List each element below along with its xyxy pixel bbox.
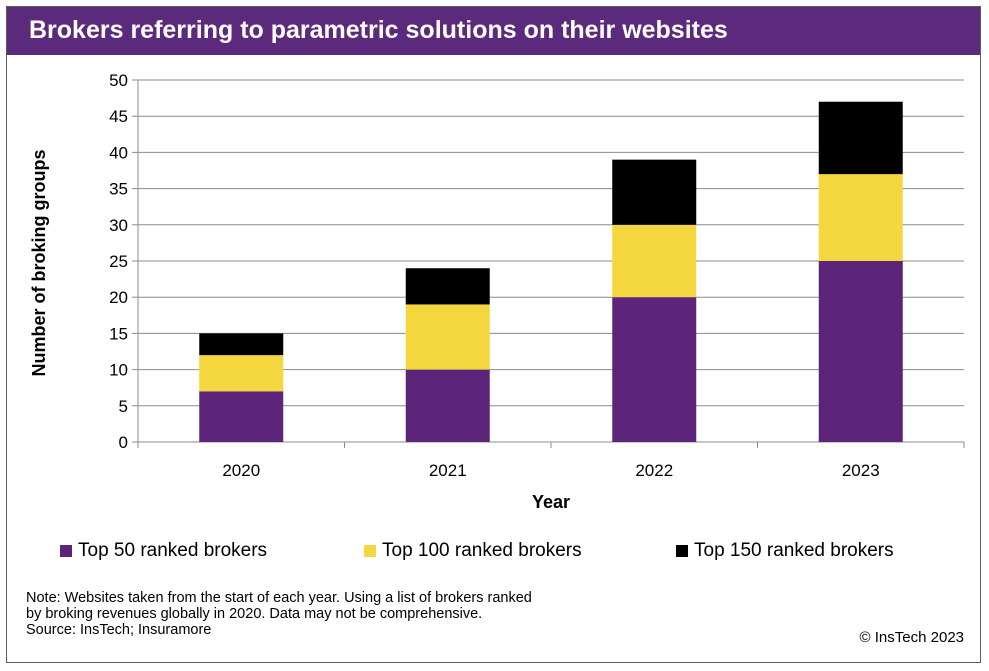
y-tick-label-40: 40: [109, 143, 128, 162]
x-tick-label-2023: 2023: [842, 461, 880, 480]
chart-frame: [6, 6, 981, 663]
bar-2023-series-2: [818, 101, 903, 175]
y-tick-label-15: 15: [109, 324, 128, 343]
legend-item-top150: Top 150 ranked brokers: [676, 540, 894, 562]
y-tick-label-30: 30: [109, 216, 128, 235]
legend-swatch-top100: [364, 545, 376, 557]
bar-2020-series-2: [199, 333, 284, 356]
title-bar: Brokers referring to parametric solution…: [7, 7, 980, 55]
bar-2022-series-0: [612, 297, 697, 442]
x-axis-title: Year: [532, 492, 570, 512]
footnote-line-1: Note: Websites taken from the start of e…: [26, 590, 532, 606]
y-axis-title: Number of broking groups: [29, 150, 49, 377]
y-tick-label-0: 0: [119, 433, 128, 452]
legend-swatch-top50: [60, 545, 72, 557]
x-tick-label-2021: 2021: [429, 461, 467, 480]
bar-2020-series-0: [199, 391, 284, 442]
legend-label-top100: Top 100 ranked brokers: [382, 540, 582, 561]
x-tick-label-2022: 2022: [635, 461, 673, 480]
legend-swatch-top150: [676, 545, 688, 557]
footnote-line-3: Source: InsTech; Insuramore: [26, 622, 212, 638]
legend-item-top100: Top 100 ranked brokers: [364, 540, 582, 562]
footnote-line-2: by broking revenues globally in 2020. Da…: [26, 606, 483, 622]
y-tick-label-25: 25: [109, 252, 128, 271]
footnote: Note: Websites taken from the start of e…: [26, 590, 532, 638]
x-tick-label-2020: 2020: [222, 461, 260, 480]
bar-2022-series-1: [612, 224, 697, 298]
bar-2022-series-2: [612, 159, 697, 225]
bar-2020-series-1: [199, 355, 284, 392]
legend-label-top50: Top 50 ranked brokers: [78, 540, 268, 561]
bar-2021-series-2: [405, 268, 490, 305]
y-tick-label-5: 5: [119, 397, 128, 416]
y-tick-label-10: 10: [109, 361, 128, 380]
bar-2023-series-1: [818, 174, 903, 261]
y-tick-label-45: 45: [109, 107, 128, 126]
copyright: © InsTech 2023: [859, 629, 964, 646]
legend-item-top50: Top 50 ranked brokers: [60, 540, 267, 562]
bar-2023-series-0: [818, 261, 903, 442]
y-tick-label-20: 20: [109, 288, 128, 307]
legend-label-top150: Top 150 ranked brokers: [694, 540, 894, 561]
y-tick-label-50: 50: [109, 71, 128, 90]
bar-2021-series-0: [405, 369, 490, 442]
y-tick-label-35: 35: [109, 180, 128, 199]
bar-2021-series-1: [405, 304, 490, 370]
chart-title: Brokers referring to parametric solution…: [29, 16, 728, 44]
